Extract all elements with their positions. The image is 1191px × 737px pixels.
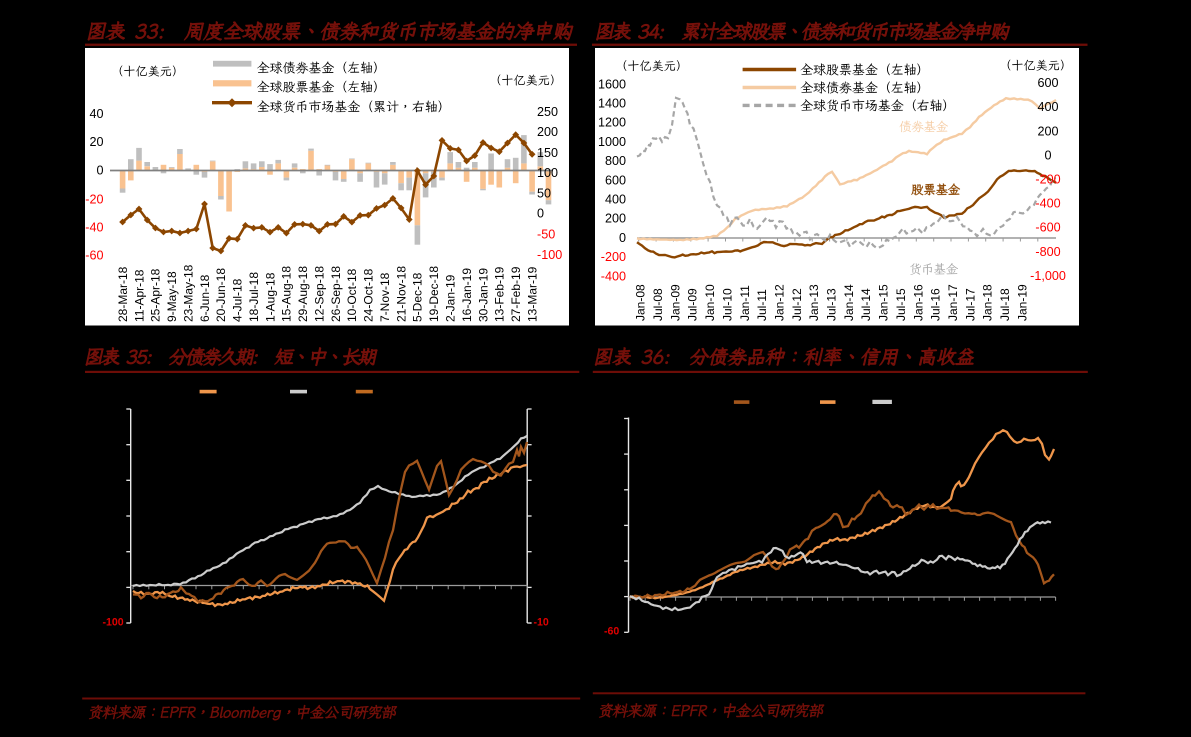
svg-text:13-Mar-19: 13-Mar-19 — [525, 266, 539, 322]
svg-text:Jul-08: Jul-08 — [651, 288, 665, 321]
svg-text:800: 800 — [605, 154, 626, 168]
svg-text:Jan-17: Jan-17 — [946, 284, 960, 321]
svg-text:2-Jan-19: 2-Jan-19 — [444, 274, 458, 322]
svg-text:Jul-11: Jul-11 — [755, 289, 769, 321]
svg-text:28-Mar-18: 28-Mar-18 — [116, 266, 130, 322]
svg-text:24-Oct-18: 24-Oct-18 — [362, 268, 376, 322]
svg-text:25-Apr-18: 25-Apr-18 — [149, 268, 163, 322]
svg-text:40: 40 — [89, 107, 103, 121]
svg-text:-10: -10 — [534, 617, 549, 629]
svg-text:Jul-15: Jul-15 — [894, 288, 908, 321]
svg-text:0: 0 — [96, 163, 103, 177]
svg-text:6-Jun-18: 6-Jun-18 — [198, 274, 212, 322]
svg-text:12-Sep-18: 12-Sep-18 — [313, 266, 327, 322]
svg-text:-1,000: -1,000 — [1030, 269, 1066, 283]
svg-text:0: 0 — [1044, 148, 1051, 162]
svg-text:400: 400 — [605, 193, 626, 207]
svg-text:Jul-17: Jul-17 — [963, 288, 977, 321]
svg-text:1400: 1400 — [598, 97, 626, 111]
svg-text:Jan-10: Jan-10 — [703, 284, 717, 321]
svg-text:250: 250 — [537, 105, 558, 119]
svg-text:23-May-18: 23-May-18 — [181, 264, 195, 322]
svg-text:Jan-11: Jan-11 — [738, 285, 752, 321]
svg-text:18-Jul-18: 18-Jul-18 — [247, 272, 261, 322]
svg-text:21-Nov-18: 21-Nov-18 — [394, 266, 408, 322]
svg-text:Jan-15: Jan-15 — [877, 284, 891, 321]
svg-text:200: 200 — [605, 212, 626, 226]
svg-text:-800: -800 — [1035, 245, 1060, 259]
svg-text:1000: 1000 — [598, 135, 626, 149]
svg-text:150: 150 — [537, 146, 558, 160]
svg-text:27-Feb-19: 27-Feb-19 — [509, 266, 523, 322]
svg-text:-60: -60 — [604, 626, 619, 638]
svg-text:26-Sep-18: 26-Sep-18 — [329, 266, 343, 322]
svg-text:-60: -60 — [85, 249, 103, 263]
svg-text:400: 400 — [1037, 100, 1058, 114]
svg-text:29-Aug-18: 29-Aug-18 — [296, 266, 310, 322]
svg-text:Jul-09: Jul-09 — [686, 288, 700, 321]
svg-text:-400: -400 — [601, 269, 626, 283]
svg-text:30-Jan-19: 30-Jan-19 — [476, 268, 490, 322]
svg-text:0: 0 — [537, 206, 544, 220]
svg-text:-20: -20 — [85, 192, 103, 206]
svg-text:-200: -200 — [1035, 173, 1060, 187]
svg-text:0: 0 — [619, 231, 626, 245]
svg-text:-50: -50 — [537, 227, 555, 241]
svg-text:50: 50 — [537, 186, 551, 200]
svg-text:5-Dec-18: 5-Dec-18 — [411, 272, 425, 322]
svg-text:1200: 1200 — [598, 116, 626, 130]
svg-text:-400: -400 — [1035, 197, 1060, 211]
svg-text:Jan-13: Jan-13 — [807, 284, 821, 321]
svg-text:Jul-12: Jul-12 — [790, 288, 804, 321]
svg-text:15-Aug-18: 15-Aug-18 — [280, 266, 294, 322]
svg-text:Jan-19: Jan-19 — [1015, 284, 1029, 321]
svg-text:Jan-12: Jan-12 — [773, 284, 787, 321]
svg-text:Jan-18: Jan-18 — [981, 284, 995, 321]
svg-text:600: 600 — [1037, 76, 1058, 90]
svg-text:Jul-14: Jul-14 — [859, 288, 873, 321]
svg-text:10-Oct-18: 10-Oct-18 — [345, 268, 359, 322]
svg-text:20: 20 — [89, 135, 103, 149]
svg-text:-100: -100 — [537, 248, 562, 262]
svg-text:200: 200 — [1037, 124, 1058, 138]
svg-text:Jan-14: Jan-14 — [842, 284, 856, 321]
svg-text:-100: -100 — [103, 617, 124, 629]
svg-text:20-Jun-18: 20-Jun-18 — [214, 268, 228, 322]
svg-text:600: 600 — [605, 173, 626, 187]
svg-text:16-Jan-19: 16-Jan-19 — [460, 268, 474, 322]
svg-text:-200: -200 — [601, 250, 626, 264]
svg-text:-40: -40 — [85, 221, 103, 235]
svg-text:7-Nov-18: 7-Nov-18 — [378, 272, 392, 322]
svg-text:Jan-09: Jan-09 — [668, 284, 682, 321]
svg-text:4-Jul-18: 4-Jul-18 — [231, 278, 245, 322]
svg-text:13-Feb-19: 13-Feb-19 — [493, 266, 507, 322]
svg-text:19-Dec-18: 19-Dec-18 — [427, 266, 441, 322]
svg-text:Jul-16: Jul-16 — [929, 288, 943, 321]
svg-text:Jan-16: Jan-16 — [911, 284, 925, 321]
svg-text:11-Apr-18: 11-Apr-18 — [132, 269, 146, 322]
svg-text:Jul-13: Jul-13 — [825, 288, 839, 321]
svg-text:1-Aug-18: 1-Aug-18 — [263, 272, 277, 322]
svg-text:1600: 1600 — [598, 77, 626, 91]
svg-text:200: 200 — [537, 125, 558, 139]
svg-text:9-May-18: 9-May-18 — [165, 271, 179, 322]
svg-text:100: 100 — [537, 166, 558, 180]
svg-text:Jul-18: Jul-18 — [998, 288, 1012, 321]
svg-text:-600: -600 — [1035, 221, 1060, 235]
svg-text:Jan-08: Jan-08 — [634, 284, 648, 321]
svg-text:Jul-10: Jul-10 — [720, 288, 734, 321]
